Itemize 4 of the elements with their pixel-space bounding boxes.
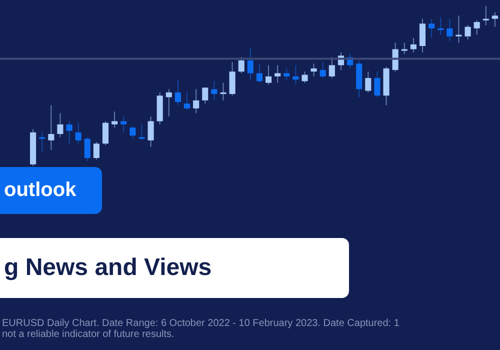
text: not a reliable indicator of future results. xyxy=(2,329,176,340)
text: outlook xyxy=(0,167,102,214)
text: EURUSD Daily Chart. Date Range: 6 October 2022 - 10 February 2023. Date Captured: 1 xyxy=(2,318,400,329)
text: g News and Views xyxy=(0,238,349,298)
